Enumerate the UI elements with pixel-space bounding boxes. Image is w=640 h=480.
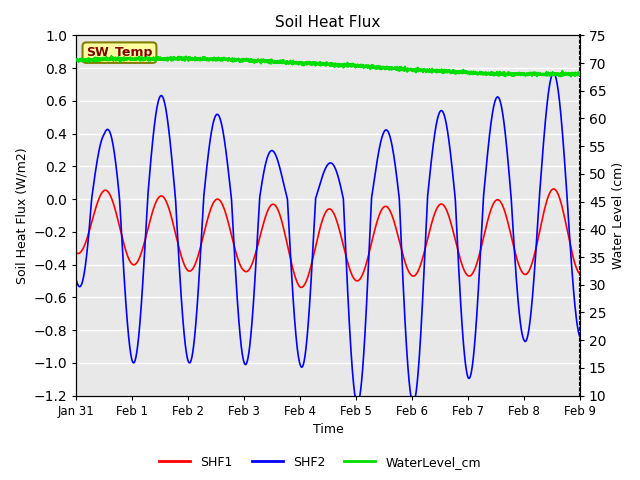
Text: SW_Temp: SW_Temp: [86, 46, 153, 59]
Title: Soil Heat Flux: Soil Heat Flux: [275, 15, 381, 30]
Legend: SHF1, SHF2, WaterLevel_cm: SHF1, SHF2, WaterLevel_cm: [154, 451, 486, 474]
Y-axis label: Soil Heat Flux (W/m2): Soil Heat Flux (W/m2): [15, 147, 28, 284]
Y-axis label: Water Level (cm): Water Level (cm): [612, 162, 625, 269]
X-axis label: Time: Time: [312, 423, 344, 436]
